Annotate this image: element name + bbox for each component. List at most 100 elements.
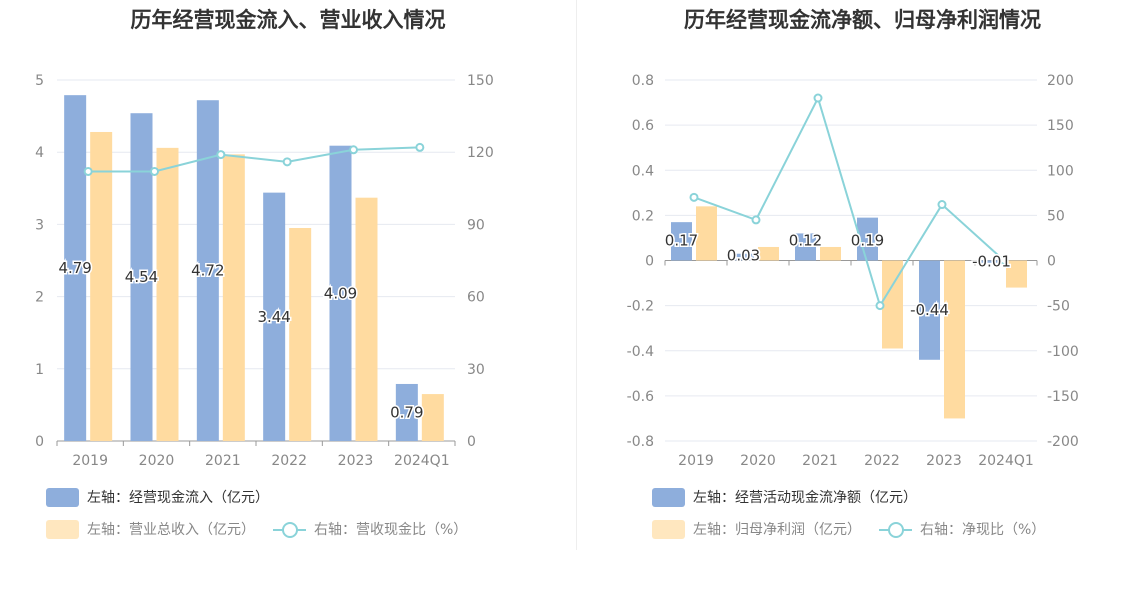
y-right-tick-label: -50 <box>1047 299 1070 315</box>
y-left-tick-label: 3 <box>35 217 44 233</box>
x-tick-label: 2021 <box>802 453 838 469</box>
y-right-tick-label: 200 <box>1047 73 1074 89</box>
legend-label: 左轴：经营活动现金流净额（亿元） <box>693 490 917 506</box>
legend-row-1: 左轴：经营活动现金流净额（亿元） <box>652 486 935 508</box>
y-left-tick-label: -0.8 <box>627 434 654 450</box>
ratio-point <box>751 215 761 225</box>
legend-item-revenue[interactable]: 左轴：营业总收入（亿元） <box>46 519 255 539</box>
data-label: 0.19 <box>851 232 884 250</box>
bar-orange <box>421 394 444 441</box>
y-right-tick-label: 0 <box>1047 254 1056 270</box>
y-right-tick-label: 0 <box>467 434 476 450</box>
bar-blue <box>329 145 352 441</box>
data-label: 0.03 <box>727 247 760 265</box>
y-right-tick-label: 60 <box>467 290 485 306</box>
legend-label: 左轴：归母净利润（亿元） <box>693 522 861 538</box>
ratio-line <box>88 146 420 173</box>
ratio-point <box>875 301 885 311</box>
chart-title: 历年经营现金流净额、归母净利润情况 <box>684 8 1041 32</box>
x-tick-label: 2021 <box>205 453 241 469</box>
bar-orange <box>1006 260 1027 288</box>
y-left-tick-label: 0 <box>35 434 44 450</box>
legend-line-circle-icon <box>879 520 912 539</box>
data-label: 0.17 <box>665 232 698 250</box>
ratio-point <box>83 166 93 176</box>
chart-title: 历年经营现金流入、营业收入情况 <box>130 8 446 32</box>
bar-blue <box>395 383 418 441</box>
legend-item-cash-inflow[interactable]: 左轴：经营现金流入（亿元） <box>46 487 269 507</box>
legend-item-ratio[interactable]: 右轴：营收现金比（%） <box>273 519 467 539</box>
ratio-point <box>415 142 425 152</box>
y-left-tick-label: 0.8 <box>632 73 654 89</box>
y-right-tick-label: 100 <box>1047 163 1074 179</box>
legend-label: 右轴：净现比（%） <box>920 522 1046 538</box>
x-tick-label: 2019 <box>72 453 108 469</box>
legend-swatch-orange <box>652 519 685 539</box>
y-left-tick-label: -0.4 <box>627 344 654 360</box>
ratio-point <box>689 192 699 202</box>
y-right-tick-label: 30 <box>467 362 485 378</box>
y-right-tick-label: 150 <box>1047 118 1074 134</box>
y-left-tick-label: -0.2 <box>627 299 654 315</box>
bar-blue <box>981 260 1002 263</box>
x-tick-label: 2022 <box>271 453 307 469</box>
legend-line-circle-icon <box>273 520 306 539</box>
chart-panel-net-cash: 历年经营现金流净额、归母净利润情况 -0.8 -0.6 -0.4 -0.2 0 0.2 0.… <box>577 0 1148 550</box>
legend-swatch-blue <box>46 487 79 507</box>
legend-label: 左轴：经营现金流入（亿元） <box>87 490 269 506</box>
legend-item-ratio[interactable]: 右轴：净现比（%） <box>879 519 1045 539</box>
bar-orange <box>696 206 717 261</box>
y-left-tick-label: 5 <box>35 73 44 89</box>
y-left-tick-label: 0.4 <box>632 163 654 179</box>
data-label: 0.79 <box>390 403 423 421</box>
bar-blue <box>64 95 87 442</box>
legend-label: 右轴：营收现金比（%） <box>314 522 468 538</box>
legend-row-2: 左轴：营业总收入（亿元） 右轴：营收现金比（%） <box>46 518 485 540</box>
y-right-tick-label: -150 <box>1047 389 1079 405</box>
y-right-tick-label: 90 <box>467 217 485 233</box>
y-left-tick-label: 0 <box>645 254 654 270</box>
bar-orange <box>882 260 903 349</box>
panel-divider <box>576 0 577 550</box>
bar-orange <box>355 197 378 441</box>
x-tick-label: 2019 <box>678 453 714 469</box>
bar-blue <box>263 192 286 441</box>
data-label: -0.44 <box>910 301 949 319</box>
data-label: 0.12 <box>789 232 822 250</box>
data-label: 4.72 <box>191 262 224 280</box>
bar-blue <box>130 113 153 441</box>
y-right-tick-label: -200 <box>1047 434 1079 450</box>
y-left-tick-label: 1 <box>35 362 44 378</box>
x-tick-label: 2024Q1 <box>394 453 450 469</box>
ratio-point <box>937 200 947 210</box>
bar-blue <box>196 100 219 441</box>
chart-panel-cash-inflow: 历年经营现金流入、营业收入情况 0 1 2 3 4 5 0 30 60 90 120 150 2019 2… <box>0 0 576 550</box>
y-right-tick-label: 50 <box>1047 208 1065 224</box>
x-tick-label: 2023 <box>338 453 374 469</box>
bar-orange <box>758 246 779 261</box>
bar-orange <box>156 147 179 442</box>
chart-canvas: 0 1 2 3 4 5 0 30 60 90 120 150 2019 2020 2021 2022 2023 2… <box>35 73 494 469</box>
bar-orange <box>222 154 245 441</box>
bar-orange <box>820 246 841 261</box>
y-left-tick-label: 0.6 <box>632 118 654 134</box>
bar-blue <box>919 260 940 360</box>
ratio-point <box>282 157 292 167</box>
legend-row-1: 左轴：经营现金流入（亿元） <box>46 486 287 508</box>
legend-item-net-cash[interactable]: 左轴：经营活动现金流净额（亿元） <box>652 487 917 507</box>
y-left-tick-label: 0.2 <box>632 208 654 224</box>
bar-orange <box>944 260 965 419</box>
legend-item-net-profit[interactable]: 左轴：归母净利润（亿元） <box>652 519 861 539</box>
legend-label: 左轴：营业总收入（亿元） <box>87 522 255 538</box>
x-tick-label: 2024Q1 <box>978 453 1034 469</box>
bar-blue <box>733 253 754 261</box>
x-tick-label: 2023 <box>926 453 962 469</box>
x-tick-label: 2022 <box>864 453 900 469</box>
x-tick-label: 2020 <box>740 453 776 469</box>
chart-canvas: -0.8 -0.6 -0.4 -0.2 0 0.2 0.4 0.6 0.8 -200 -150 -10… <box>627 73 1079 469</box>
bar-orange <box>90 131 113 441</box>
y-right-tick-label: 150 <box>467 73 494 89</box>
y-left-tick-label: -0.6 <box>627 389 654 405</box>
legend-row-2: 左轴：归母净利润（亿元） 右轴：净现比（%） <box>652 518 1063 540</box>
legend-swatch-orange <box>46 519 79 539</box>
